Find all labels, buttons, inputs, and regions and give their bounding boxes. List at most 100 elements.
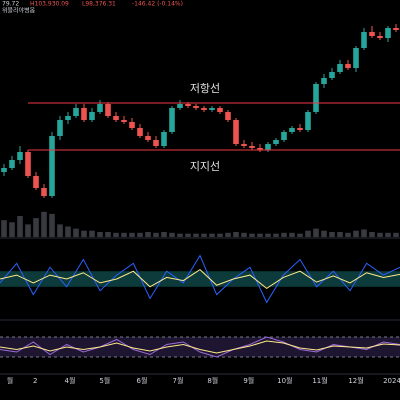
volume-bar xyxy=(273,233,279,237)
indicator-line xyxy=(0,336,400,358)
candle-body xyxy=(361,32,367,48)
candle-body xyxy=(233,120,239,144)
volume-bar xyxy=(249,233,255,237)
candle-body xyxy=(305,112,311,130)
x-tick-label: 10월 xyxy=(277,376,292,385)
volume-bar xyxy=(65,226,71,237)
band xyxy=(0,337,400,357)
candle-body xyxy=(193,106,199,108)
volume-bar xyxy=(233,231,239,237)
candle-body xyxy=(41,188,47,196)
candle-body xyxy=(121,120,127,122)
x-tick-label: 5월 xyxy=(99,376,110,385)
volume-bar xyxy=(337,231,343,237)
candle-body xyxy=(9,160,15,168)
candle-body xyxy=(105,104,111,116)
candle-body xyxy=(161,132,167,146)
volume-bar xyxy=(201,233,207,237)
volume-bar xyxy=(377,232,383,237)
volume-bar xyxy=(81,230,87,237)
indicator-line xyxy=(0,269,400,289)
level-label: 지지선 xyxy=(190,160,220,173)
volume-bar xyxy=(97,231,103,237)
candle-body xyxy=(33,176,39,188)
volume-bar xyxy=(321,230,327,237)
x-tick-label: 6월 xyxy=(137,376,148,385)
x-tick-label: 월 xyxy=(7,376,13,385)
volume-bar xyxy=(169,232,175,237)
volume-bar xyxy=(137,232,143,237)
candle-body xyxy=(385,28,391,38)
x-tick-label: 9월 xyxy=(243,376,254,385)
volume-bar xyxy=(33,218,39,237)
volume-bar xyxy=(313,228,319,237)
volume-bar xyxy=(121,232,127,237)
volume-bar xyxy=(113,232,119,237)
candle-body xyxy=(393,28,399,30)
candle-body xyxy=(81,108,87,120)
volume-bar xyxy=(305,230,311,237)
candle-body xyxy=(97,104,103,112)
volume-bar xyxy=(193,233,199,237)
candle-body xyxy=(145,136,151,140)
candle-body xyxy=(353,48,359,68)
volume-bar xyxy=(393,232,399,237)
volume-bar xyxy=(25,224,31,237)
candle-body xyxy=(73,108,79,116)
volume-bar xyxy=(185,233,191,237)
volume-bar xyxy=(297,233,303,237)
candle-body xyxy=(297,128,303,130)
volume-bar xyxy=(41,211,47,237)
header-values: -146.42 (-0.14%) xyxy=(132,1,183,8)
x-tick-label: 8월 xyxy=(207,376,218,385)
volume-bar xyxy=(281,232,287,237)
volume-bar xyxy=(353,230,359,237)
volume-bar xyxy=(177,233,183,237)
volume-bar xyxy=(89,230,95,237)
candle-body xyxy=(377,36,383,38)
volume-bar xyxy=(225,232,231,237)
volume-bar xyxy=(289,232,295,237)
candle-body xyxy=(209,108,215,110)
level-label: 저항선 xyxy=(190,82,220,95)
volume-bar xyxy=(9,222,15,237)
x-tick-label: 2 xyxy=(33,377,37,385)
candle-body xyxy=(201,108,207,110)
indicator-line xyxy=(0,254,400,304)
indicator-line xyxy=(0,340,400,354)
candle-body xyxy=(185,104,191,106)
x-tick-label: 4월 xyxy=(65,376,76,385)
candle-body xyxy=(345,64,351,68)
candle-body xyxy=(281,132,287,140)
x-tick-label: 7월 xyxy=(173,376,184,385)
candle-body xyxy=(113,116,119,120)
header-values: L98,376.31 xyxy=(82,1,116,8)
volume-bar xyxy=(57,224,63,237)
candle-body xyxy=(289,128,295,132)
volume-bar xyxy=(17,216,23,237)
header-name: 위블리야병옵 xyxy=(2,7,36,15)
candle-body xyxy=(265,144,271,150)
volume-bar xyxy=(369,231,375,237)
candle-body xyxy=(57,120,63,136)
candle-body xyxy=(153,140,159,146)
volume-bar xyxy=(49,213,55,237)
x-tick-label: 11월 xyxy=(312,376,327,385)
volume-bar xyxy=(361,229,367,237)
candle-body xyxy=(273,140,279,144)
volume-bar xyxy=(209,233,215,237)
candle-body xyxy=(241,144,247,146)
candle-body xyxy=(225,112,231,120)
candle-body xyxy=(169,108,175,132)
candle-body xyxy=(25,152,31,176)
candle-body xyxy=(337,64,343,72)
candle-body xyxy=(177,104,183,108)
candle-body xyxy=(313,84,319,112)
volume-bar xyxy=(73,228,79,237)
volume-bar xyxy=(129,232,135,237)
candle-body xyxy=(89,112,95,120)
volume-bar xyxy=(345,232,351,237)
candle-body xyxy=(369,32,375,36)
x-tick-label: 12월 xyxy=(348,376,363,385)
volume-bar xyxy=(153,232,159,237)
